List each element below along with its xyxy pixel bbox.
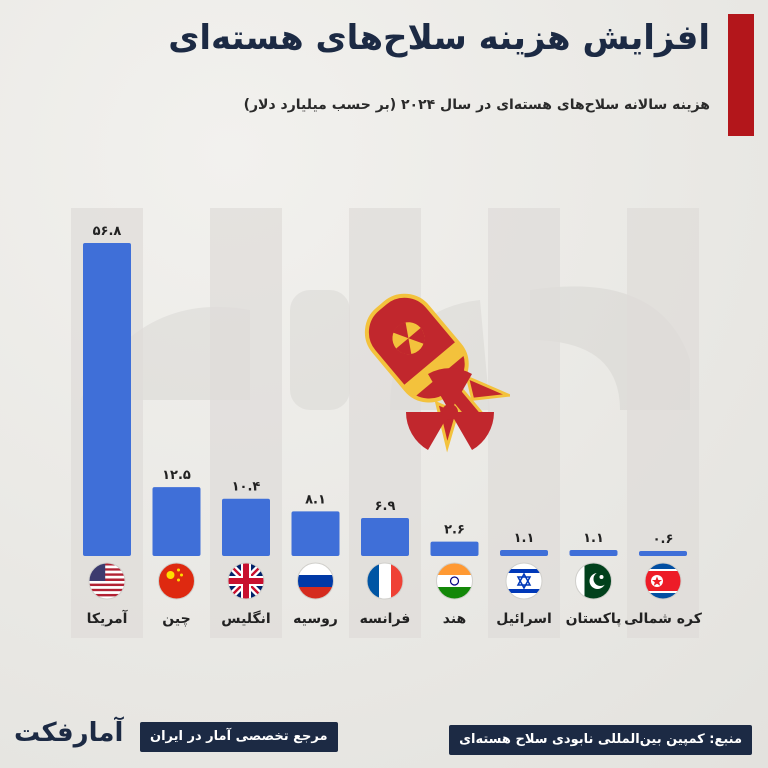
category-label: پاکستان — [566, 611, 622, 627]
bar — [639, 551, 687, 556]
category-label: اسرائیل — [496, 611, 552, 627]
pakistan-flag-icon — [575, 562, 612, 600]
bar — [361, 517, 409, 556]
title-accent-bar — [728, 14, 754, 136]
category-label: انگلیس — [221, 610, 270, 627]
category-label: روسیه — [293, 611, 338, 627]
bar — [83, 243, 131, 556]
source-note: منبع: کمپین بین‌المللی نابودی سلاح هسته‌… — [449, 725, 752, 755]
data-label: ۰.۶ — [653, 532, 674, 547]
brand-logo: آمارفکت — [14, 718, 124, 748]
india-flag-icon — [436, 562, 473, 600]
data-label: ۵۶.۸ — [93, 224, 122, 239]
china-flag-icon — [158, 562, 195, 600]
category-label: چین — [162, 611, 190, 627]
data-label: ۱۲.۵ — [162, 468, 191, 483]
data-label: ۲.۶ — [444, 523, 465, 538]
category-label: آمریکا — [87, 609, 129, 627]
bar — [500, 549, 548, 556]
bar — [152, 487, 201, 556]
russia-flag-icon — [297, 562, 334, 600]
bar — [569, 549, 618, 556]
nuclear-bomb-icon — [364, 293, 510, 453]
category-label: هند — [443, 611, 467, 627]
data-label: ۱.۱ — [514, 531, 535, 546]
chart-subtitle: هزینه سالانه سلاح‌های هسته‌ای در سال ۲۰۲… — [243, 97, 710, 113]
data-label: ۶.۹ — [375, 499, 396, 514]
uk-flag-icon — [227, 562, 265, 600]
north-korea-flag-icon — [644, 562, 682, 600]
israel-flag-icon — [505, 562, 543, 600]
bar — [430, 541, 479, 556]
us-flag-icon — [88, 562, 126, 600]
data-label: ۱.۱ — [583, 531, 604, 546]
data-label: ۱۰.۴ — [232, 480, 261, 495]
tagline-badge: مرجع تخصصی آمار در ایران — [140, 722, 338, 752]
page-title: افزایش هزینه سلاح‌های هسته‌ای — [168, 18, 710, 58]
category-label: کره شمالی — [624, 611, 703, 627]
france-flag-icon — [366, 562, 404, 600]
bar — [291, 511, 340, 556]
category-label: فرانسه — [360, 611, 411, 627]
bar — [222, 498, 270, 556]
data-label: ۸.۱ — [305, 492, 326, 507]
